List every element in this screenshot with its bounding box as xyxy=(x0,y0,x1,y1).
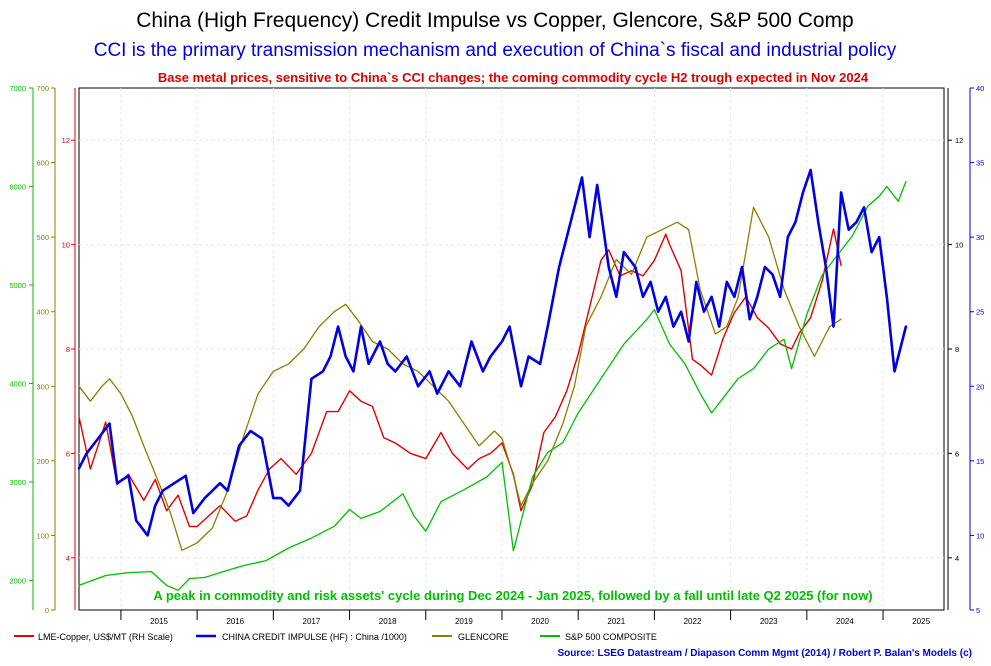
series-line-sp500 xyxy=(78,180,907,591)
sp500-axis-tick-label: 6000 xyxy=(9,182,26,191)
x-tick-label: 2018 xyxy=(379,617,397,626)
legend-label-copper: LME-Copper, US$/MT (RH Scale) xyxy=(38,632,173,642)
legend-label-cci: CHINA CREDIT IMPULSE (HF) : China /1000) xyxy=(222,632,407,642)
glencore-axis-tick-label: 300 xyxy=(36,382,49,391)
glencore-axis-tick-label: 700 xyxy=(36,84,49,93)
cci-axis-tick-label: 35 xyxy=(976,159,984,168)
annotation-top: Base metal prices, sensitive to China`s … xyxy=(158,70,869,85)
x-tick-label: 2020 xyxy=(531,617,549,626)
copper-axis-tick-label: 12 xyxy=(62,136,70,145)
cci-axis-tick-label: 30 xyxy=(976,233,984,242)
copper-axis-tick-label: 8 xyxy=(66,345,70,354)
x-tick-label: 2021 xyxy=(607,617,625,626)
grid-layer xyxy=(79,88,944,610)
legend: LME-Copper, US$/MT (RH Scale) CHINA CRED… xyxy=(14,632,657,642)
copper-axis-tick-label: 6 xyxy=(66,449,70,458)
sp500-axis-tick-label: 2000 xyxy=(9,576,26,585)
glencore-axis-tick-label: 0 xyxy=(45,606,49,615)
series-line-glencore xyxy=(78,206,842,551)
x-tick-label: 2019 xyxy=(455,617,473,626)
copper_right-axis-tick-label: 4 xyxy=(955,554,959,563)
sp500-axis-tick-label: 4000 xyxy=(9,379,26,388)
source-note: Source: LSEG Datastream / Diapason Comm … xyxy=(557,648,972,659)
cci-axis-tick-label: 15 xyxy=(976,457,984,466)
series-layer xyxy=(77,168,908,591)
x-tick-label: 2017 xyxy=(303,617,321,626)
x-tick-label: 2025 xyxy=(912,617,930,626)
cci-axis-tick-label: 10 xyxy=(976,531,984,540)
glencore-axis-tick-label: 500 xyxy=(36,233,49,242)
cci-axis-tick-label: 5 xyxy=(976,606,980,615)
chart-title: China (High Frequency) Credit Impulse vs… xyxy=(136,9,853,32)
copper_right-axis-tick-label: 10 xyxy=(955,241,963,250)
glencore-axis-tick-label: 600 xyxy=(36,159,49,168)
x-tick-label: 2015 xyxy=(150,617,168,626)
sp500-axis-tick-label: 7000 xyxy=(9,84,26,93)
copper_right-axis-tick-label: 8 xyxy=(955,345,959,354)
copper-axis-tick-label: 4 xyxy=(66,554,70,563)
annotation-bottom: A peak in commodity and risk assets' cyc… xyxy=(153,588,872,603)
x-tick-label: 2022 xyxy=(684,617,702,626)
x-tick-label: 2023 xyxy=(760,617,778,626)
axis-layer: 2015 2016 2017 2018 2019 2020 2021 2022 2023 2024… xyxy=(9,84,984,626)
copper_right-axis-tick-label: 6 xyxy=(955,449,959,458)
series-line-copper xyxy=(78,228,842,528)
chart-subtitle: CCI is the primary transmission mechanis… xyxy=(94,40,897,61)
legend-label-sp500: S&P 500 COMPOSITE xyxy=(565,632,657,642)
sp500-axis-tick-label: 5000 xyxy=(9,281,26,290)
series-line-cci xyxy=(77,168,908,537)
legend-label-glencore: GLENCORE xyxy=(458,632,509,642)
glencore-axis-tick-label: 400 xyxy=(36,308,49,317)
cci-axis-tick-label: 25 xyxy=(976,308,984,317)
cci-axis-tick-label: 40 xyxy=(976,84,984,93)
glencore-axis-tick-label: 100 xyxy=(36,531,49,540)
glencore-axis-tick-label: 200 xyxy=(36,457,49,466)
cci-axis-tick-label: 20 xyxy=(976,382,984,391)
x-tick-label: 2016 xyxy=(226,617,244,626)
x-tick-label: 2024 xyxy=(836,617,854,626)
copper-axis-tick-label: 10 xyxy=(62,241,70,250)
copper_right-axis-tick-label: 12 xyxy=(955,136,963,145)
sp500-axis-tick-label: 3000 xyxy=(9,478,26,487)
